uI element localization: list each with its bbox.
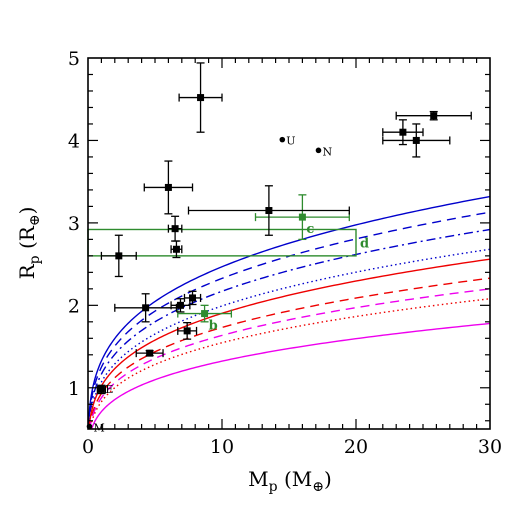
curve-red-dotted-7 xyxy=(88,298,490,429)
axis-ticks: 0 10 20 30 1 2 3 4 5 xyxy=(68,48,502,458)
data-point-2 xyxy=(135,349,164,358)
data-point-10 xyxy=(187,185,350,236)
green-point-b: b xyxy=(177,304,233,334)
data-point-13 xyxy=(395,110,472,121)
data-point-12 xyxy=(382,123,451,158)
planet-label-M: M xyxy=(93,422,104,435)
x-tick-label: 0 xyxy=(82,436,94,458)
planet-label-N: N xyxy=(322,145,332,158)
planet-label-U: U xyxy=(286,135,295,148)
data-point-0 xyxy=(100,234,137,278)
curve-red-solid-4 xyxy=(88,258,490,429)
data-marker xyxy=(115,252,123,260)
data-point-8 xyxy=(183,290,202,306)
x-tick-label: 20 xyxy=(344,436,368,458)
planet-marker-U xyxy=(279,136,286,143)
data-marker xyxy=(399,128,407,136)
data-marker xyxy=(172,245,180,253)
data-marker xyxy=(146,349,154,357)
data-point-5 xyxy=(170,240,183,259)
data-marker xyxy=(164,183,172,191)
curve-blue-solid-0 xyxy=(88,195,490,429)
data-point-4 xyxy=(167,215,183,242)
data-point-6 xyxy=(170,298,191,313)
y-tick-label: 1 xyxy=(68,378,80,400)
y-tick-label: 2 xyxy=(68,295,80,317)
data-marker xyxy=(298,213,306,221)
data-marker xyxy=(197,94,205,102)
planet-label-E: E xyxy=(105,383,113,396)
data-marker xyxy=(142,304,150,312)
x-tick-label: 10 xyxy=(210,436,234,458)
planet-marker-E xyxy=(98,384,105,391)
data-points xyxy=(96,62,472,395)
data-marker xyxy=(183,327,191,335)
green-point-label: b xyxy=(209,319,218,334)
curve-magenta-solid-8 xyxy=(88,322,490,429)
data-marker xyxy=(176,301,184,309)
data-point-7 xyxy=(177,321,198,340)
data-marker xyxy=(189,294,197,302)
data-marker xyxy=(201,310,209,318)
curve-blue-dashed-1 xyxy=(88,211,490,429)
data-point-9 xyxy=(178,62,223,133)
data-marker xyxy=(430,112,438,120)
green-point-label: c xyxy=(306,222,314,237)
curve-blue-dotted-3 xyxy=(88,248,490,429)
green-box-label: d xyxy=(360,237,369,252)
data-point-1 xyxy=(114,293,178,323)
data-marker xyxy=(412,136,420,144)
curve-red-dashed-5 xyxy=(88,277,490,429)
x-tick-label: 30 xyxy=(478,436,502,458)
y-tick-label: 4 xyxy=(68,130,80,152)
y-tick-label: 5 xyxy=(68,48,80,70)
planet-marker-N xyxy=(315,147,322,154)
y-tick-label: 3 xyxy=(68,213,80,235)
data-marker xyxy=(171,225,179,233)
data-point-3 xyxy=(143,160,194,215)
curve-magenta-dashed-6 xyxy=(88,288,490,429)
data-marker xyxy=(265,207,273,215)
model-curves xyxy=(88,195,490,429)
